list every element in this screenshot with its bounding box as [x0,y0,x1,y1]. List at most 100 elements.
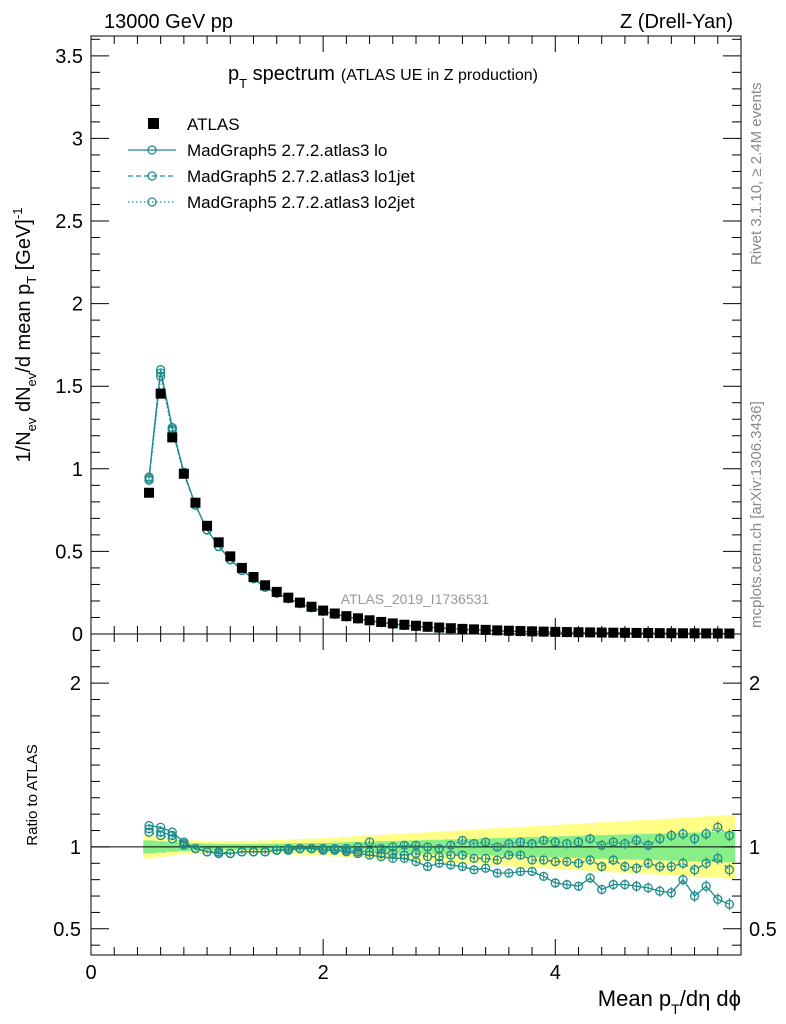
series-point-solid [689,891,700,901]
data-point [701,628,712,639]
series-point-dotted [666,830,677,841]
series-point-dotted [527,838,537,849]
series-point-dotted [376,843,386,854]
series-point-solid [608,879,618,890]
series-point-dotted [422,842,433,852]
data-point [155,388,166,399]
data-point [538,626,549,637]
series-point-dotted [446,840,456,850]
data-point [341,611,352,622]
series-point-solid [655,886,665,896]
ratio-panel: 0 2 4 0.5 0.5 1 1 2 2 [53,36,777,984]
series-point-solid [527,866,537,877]
data-point [469,624,480,635]
series-point-dashed [701,858,711,868]
series-point-dotted [597,840,607,850]
y-tick-label-ratio: 0.5 [53,919,81,941]
y-tick-label-ratio: 2 [70,673,81,695]
series-point-dotted [283,843,293,854]
series-point-dashed [492,855,502,865]
y-tick-label-main: 2.5 [55,211,83,233]
data-point [387,618,398,629]
series-point-dashed [655,861,665,872]
series-point-dotted [155,830,166,841]
series-point-solid [446,860,456,870]
series-point-dashed [422,852,433,862]
data-point [411,620,421,631]
legend-label: ATLAS [187,115,240,134]
series-point-dotted [330,843,340,854]
header-left: 13000 GeV pp [104,11,233,33]
series-point-dotted [225,848,235,859]
header-right: Z (Drell-Yan) [620,11,733,33]
data-point [329,608,340,619]
series-point-dotted [689,834,700,844]
series-point-solid [504,868,514,878]
legend-marker-dotted [147,197,157,207]
data-point [294,597,305,608]
y-axis-label-top: 1/Nev dNev/d mean pT [GeV]-1 [10,208,39,463]
legend-label: MadGraph5 2.7.2.atlas3 lo2jet [187,193,415,212]
series-point-dotted [539,835,549,846]
series-point-dotted [701,829,711,839]
series-point-dashed [550,856,560,867]
series-point-solid [713,894,723,904]
data-point [144,487,155,498]
data-point [492,625,503,636]
series-point-solid [562,879,572,890]
data-point [271,586,282,597]
y-tick-label-main: 1.5 [55,376,83,398]
data-point [654,628,665,639]
y-tick-label-main: 0.5 [55,541,83,563]
data-point [318,605,329,616]
series-point-dotted [562,838,572,849]
data-point [225,551,236,562]
series-point-dashed [527,855,537,865]
series-point-solid [480,863,491,873]
data-point [236,562,247,573]
data-point [561,627,572,638]
series-point-dotted [515,837,526,847]
series-point-dotted [480,837,491,847]
series-point-solid [492,868,502,878]
series-point-solid [573,881,584,891]
data-point [677,628,688,639]
series-point-dotted [318,843,328,854]
series-point-dotted [237,847,247,857]
series-point-solid [515,866,526,877]
data-point [202,520,213,531]
series-point-solid [469,865,479,875]
series-point-solid [422,861,433,872]
legend-marker-data [148,118,159,129]
series-point-dotted [353,842,363,852]
series-point-dotted [713,822,723,832]
series-point-dotted [608,837,618,847]
series-point-solid [724,899,735,909]
series-point-dashed [666,861,677,872]
series-point-dotted [643,840,653,850]
series-point-dotted [678,829,688,839]
data-point [364,615,375,626]
x-tick-label: 2 [318,962,329,984]
series-point-dotted [248,847,259,857]
series-point-dashed [539,855,549,865]
data-point [376,616,387,627]
y-tick-label-ratio-right: 2 [749,673,760,695]
series-point-dashed [562,856,572,867]
legend-marker-dashed [147,171,157,181]
data-point [352,613,363,624]
series-point-solid [597,884,607,895]
x-tick-label: 4 [550,962,561,984]
series-point-dashed [515,850,526,860]
series-point-dashed [608,855,618,865]
series-point-dashed [469,853,479,864]
series-point-dashed [585,855,595,865]
series-point-dotted [411,840,421,850]
y-tick-label-ratio-right: 0.5 [749,919,777,941]
series-point-dashed [457,850,468,860]
rivet-label: Rivet 3.1.10, ≥ 2.4M events [748,83,765,266]
series-point-dotted [655,834,665,844]
series-point-solid [701,881,711,891]
y-tick-label-ratio: 1 [70,837,81,859]
series-point-dotted [272,845,282,855]
